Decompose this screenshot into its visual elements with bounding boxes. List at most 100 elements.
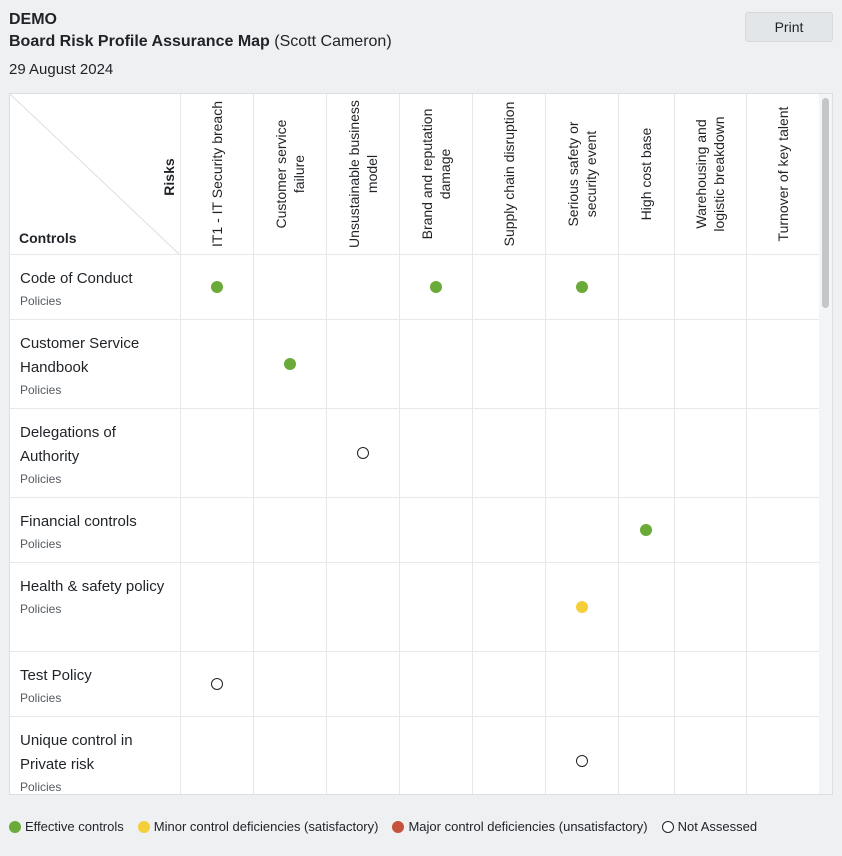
assurance-cell[interactable] [746,408,820,498]
assurance-cell[interactable] [674,651,747,717]
assurance-cell[interactable] [545,562,619,652]
assurance-cell[interactable] [399,254,473,320]
assurance-cell[interactable] [253,319,327,409]
assurance-cell[interactable] [674,562,747,652]
assurance-cell[interactable] [399,562,473,652]
assurance-cell[interactable] [472,497,546,563]
assurance-cell[interactable] [674,497,747,563]
assurance-cell[interactable] [674,319,747,409]
assurance-cell[interactable] [618,651,675,717]
control-cell[interactable]: Delegations of Authority Policies [10,408,181,498]
rating-dot-none[interactable] [356,447,369,459]
assurance-cell[interactable] [674,408,747,498]
assurance-cell[interactable] [399,651,473,717]
assurance-cell[interactable] [253,408,327,498]
assurance-cell[interactable] [180,651,254,717]
assurance-cell[interactable] [472,408,546,498]
corner-diagonal [10,94,179,254]
risk-name: IT1 - IT Security breach [208,101,225,248]
assurance-cell[interactable] [674,254,747,320]
assurance-cell[interactable] [326,408,400,498]
assurance-cell[interactable] [180,408,254,498]
assurance-cell[interactable] [180,497,254,563]
control-cell[interactable]: Test Policy Policies [10,651,181,717]
rating-dot-none[interactable] [575,755,588,767]
assurance-cell[interactable] [180,562,254,652]
rating-dot-effective[interactable] [210,281,223,293]
assurance-cell[interactable] [399,408,473,498]
control-cell[interactable]: Unique control in Private risk Policies [10,716,181,794]
assurance-cell[interactable] [326,319,400,409]
assurance-cell[interactable] [253,254,327,320]
assurance-cell[interactable] [180,254,254,320]
assurance-cell[interactable] [545,716,619,794]
rating-dot-none[interactable] [210,678,223,690]
assurance-cell[interactable] [326,562,400,652]
assurance-cell[interactable] [618,562,675,652]
assurance-cell[interactable] [618,408,675,498]
rating-dot-effective[interactable] [575,281,588,293]
control-row: Delegations of Authority Policies [10,408,820,498]
legend-item-none: Not Assessed [661,819,757,834]
control-row: Customer Service Handbook Policies [10,319,820,409]
assurance-cell[interactable] [326,497,400,563]
assurance-cell[interactable] [253,562,327,652]
assurance-cell[interactable] [618,716,675,794]
assurance-cell[interactable] [746,319,820,409]
risk-column-header[interactable]: Turnover of key talent [746,94,820,255]
control-type: Policies [20,602,62,616]
control-cell[interactable]: Financial controls Policies [10,497,181,563]
assurance-cell[interactable] [545,254,619,320]
print-button[interactable]: Print [745,12,833,42]
assurance-cell[interactable] [253,497,327,563]
rating-dot-effective[interactable] [283,358,296,370]
assurance-cell[interactable] [472,254,546,320]
risk-column-header[interactable]: Customer service failure [253,94,327,255]
assurance-cell[interactable] [180,319,254,409]
assurance-cell[interactable] [746,562,820,652]
assurance-cell[interactable] [746,651,820,717]
assurance-cell[interactable] [618,254,675,320]
assurance-cell[interactable] [618,497,675,563]
corner-cell: Risks Controls [10,94,181,255]
assurance-cell[interactable] [399,497,473,563]
assurance-cell[interactable] [326,651,400,717]
assurance-cell[interactable] [545,651,619,717]
risk-column-header[interactable]: Warehousing and logistic breakdown [674,94,747,255]
assurance-cell[interactable] [746,497,820,563]
assurance-cell[interactable] [472,716,546,794]
control-cell[interactable]: Health & safety policy Policies [10,562,181,652]
assurance-cell[interactable] [545,319,619,409]
risk-column-header[interactable]: Unsustainable business model [326,94,400,255]
assurance-cell[interactable] [253,651,327,717]
assurance-cell[interactable] [472,651,546,717]
rating-dot-effective[interactable] [429,281,442,293]
control-type: Policies [20,472,62,486]
assurance-cell[interactable] [326,254,400,320]
scrollbar-thumb[interactable] [822,98,829,308]
risk-column-header[interactable]: High cost base [618,94,675,255]
assurance-cell[interactable] [618,319,675,409]
control-cell[interactable]: Code of Conduct Policies [10,254,181,320]
vertical-scrollbar[interactable] [819,94,832,794]
risk-column-header[interactable]: Supply chain disruption [472,94,546,255]
assurance-cell[interactable] [674,716,747,794]
rating-dot-effective[interactable] [640,524,652,536]
assurance-cell[interactable] [746,254,820,320]
assurance-cell[interactable] [180,716,254,794]
assurance-cell[interactable] [326,716,400,794]
assurance-cell[interactable] [399,319,473,409]
assurance-cell[interactable] [545,408,619,498]
rating-dot-minor[interactable] [575,601,588,613]
risk-column-header[interactable]: Serious safety or security event [545,94,619,255]
control-type: Policies [20,691,62,705]
risk-column-header[interactable]: IT1 - IT Security breach [180,94,254,255]
assurance-cell[interactable] [746,716,820,794]
risk-column-header[interactable]: Brand and reputation damage [399,94,473,255]
assurance-cell[interactable] [472,319,546,409]
assurance-cell[interactable] [253,716,327,794]
assurance-cell[interactable] [472,562,546,652]
assurance-cell[interactable] [399,716,473,794]
control-cell[interactable]: Customer Service Handbook Policies [10,319,181,409]
assurance-cell[interactable] [545,497,619,563]
